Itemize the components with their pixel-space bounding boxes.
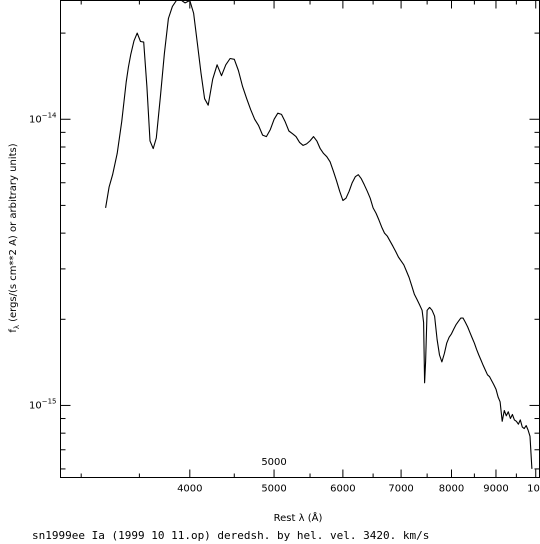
y-tick-label-exp: −14 xyxy=(42,111,57,119)
y-tick-label: 10−15 xyxy=(29,397,57,411)
inside-label: 5000 xyxy=(261,457,286,468)
y-tick-label: 10−14 xyxy=(29,111,57,125)
x-tick-label-base: 10 xyxy=(527,484,540,495)
x-tick-label: 6000 xyxy=(330,484,355,495)
spectrum-line xyxy=(105,0,533,469)
y-axis-label-rest: (ergs/(s cm**2 A) or arbitrary units) xyxy=(8,143,19,322)
x-ticks: 4000 5000 6000 7000 8000 9000 104 xyxy=(80,0,540,495)
y-tick-label-base: 10 xyxy=(29,114,42,125)
y-tick-label-exp: −15 xyxy=(42,397,57,405)
x-tick-label: 4000 xyxy=(177,484,202,495)
x-axis-label: Rest λ (Å) xyxy=(274,511,323,524)
y-axis-label-symbol: f xyxy=(8,329,19,333)
chart-caption: sn1999ee Ia (1999 10 11.op) deredsh. by … xyxy=(32,529,429,542)
plot-frame xyxy=(60,0,540,478)
x-tick-label: 8000 xyxy=(439,484,464,495)
y-tick-label-base: 10 xyxy=(29,400,42,411)
x-tick-label: 5000 xyxy=(261,484,286,495)
y-axis-label: fλ (ergs/(s cm**2 A) or arbitrary units) xyxy=(8,143,21,332)
x-tick-label: 7000 xyxy=(388,484,413,495)
x-tick-label: 9000 xyxy=(483,484,508,495)
y-axis-label-subscript: λ xyxy=(13,325,21,329)
x-tick-label: 104 xyxy=(527,481,540,495)
